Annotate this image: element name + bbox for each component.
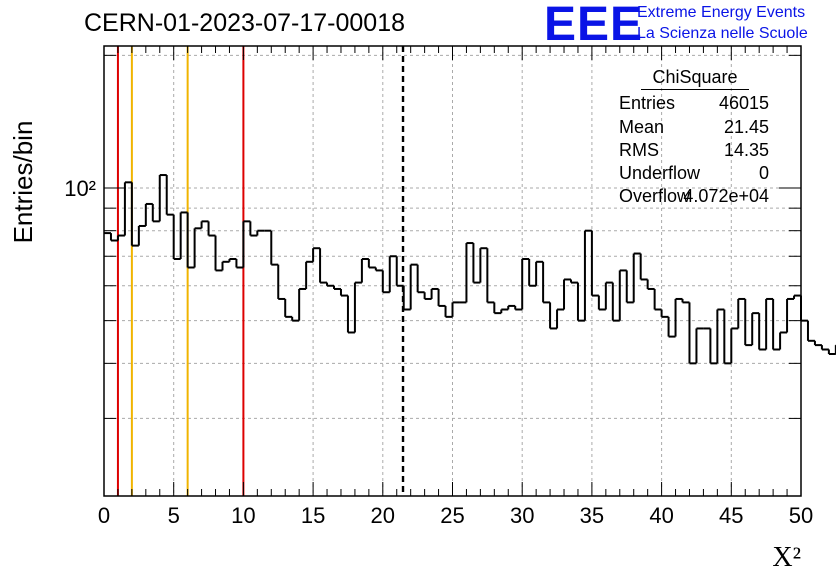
y-tick-label: 10² xyxy=(64,176,96,201)
stats-box: ChiSquare Entries 46015 Mean 21.45 RMS 1… xyxy=(611,67,779,207)
stat-value: 14.35 xyxy=(723,140,769,160)
stat-key: Overflow xyxy=(619,186,691,206)
x-axis-label: X² xyxy=(772,542,801,572)
stats-title: ChiSquare xyxy=(652,67,738,87)
x-tick-label: 20 xyxy=(371,503,395,528)
stat-key: Mean xyxy=(619,117,665,137)
x-tick-label: 15 xyxy=(301,503,325,528)
stat-key: Entries xyxy=(619,93,676,113)
stat-value: 0 xyxy=(758,163,769,183)
x-tick-label: 30 xyxy=(510,503,534,528)
histogram-series xyxy=(104,174,836,365)
logo-line-2: La Scienza nelle Scuole xyxy=(637,25,808,42)
stat-value: 21.45 xyxy=(723,117,769,137)
y-axis-label: Entries/bin xyxy=(8,121,38,244)
stats-title-rule xyxy=(641,89,749,90)
chart-title: CERN-01-2023-07-17-00018 xyxy=(84,9,406,37)
x-tick-label: 35 xyxy=(580,503,604,528)
logo-line-1: Extreme Energy Events xyxy=(637,4,806,21)
eee-logo-mark: EEE xyxy=(544,0,644,51)
x-tick-label: 50 xyxy=(789,503,813,528)
x-tick-label: 5 xyxy=(168,503,180,528)
x-tick-label: 10 xyxy=(231,503,255,528)
stat-key: RMS xyxy=(619,140,659,160)
x-tick-label: 40 xyxy=(649,503,673,528)
stat-key: Underflow xyxy=(619,163,701,183)
x-tick-label: 25 xyxy=(440,503,464,528)
stat-value: 46015 xyxy=(718,93,769,113)
x-tick-label: 45 xyxy=(719,503,743,528)
stat-value: 4.072e+04 xyxy=(683,186,769,206)
x-tick-label: 0 xyxy=(98,503,110,528)
